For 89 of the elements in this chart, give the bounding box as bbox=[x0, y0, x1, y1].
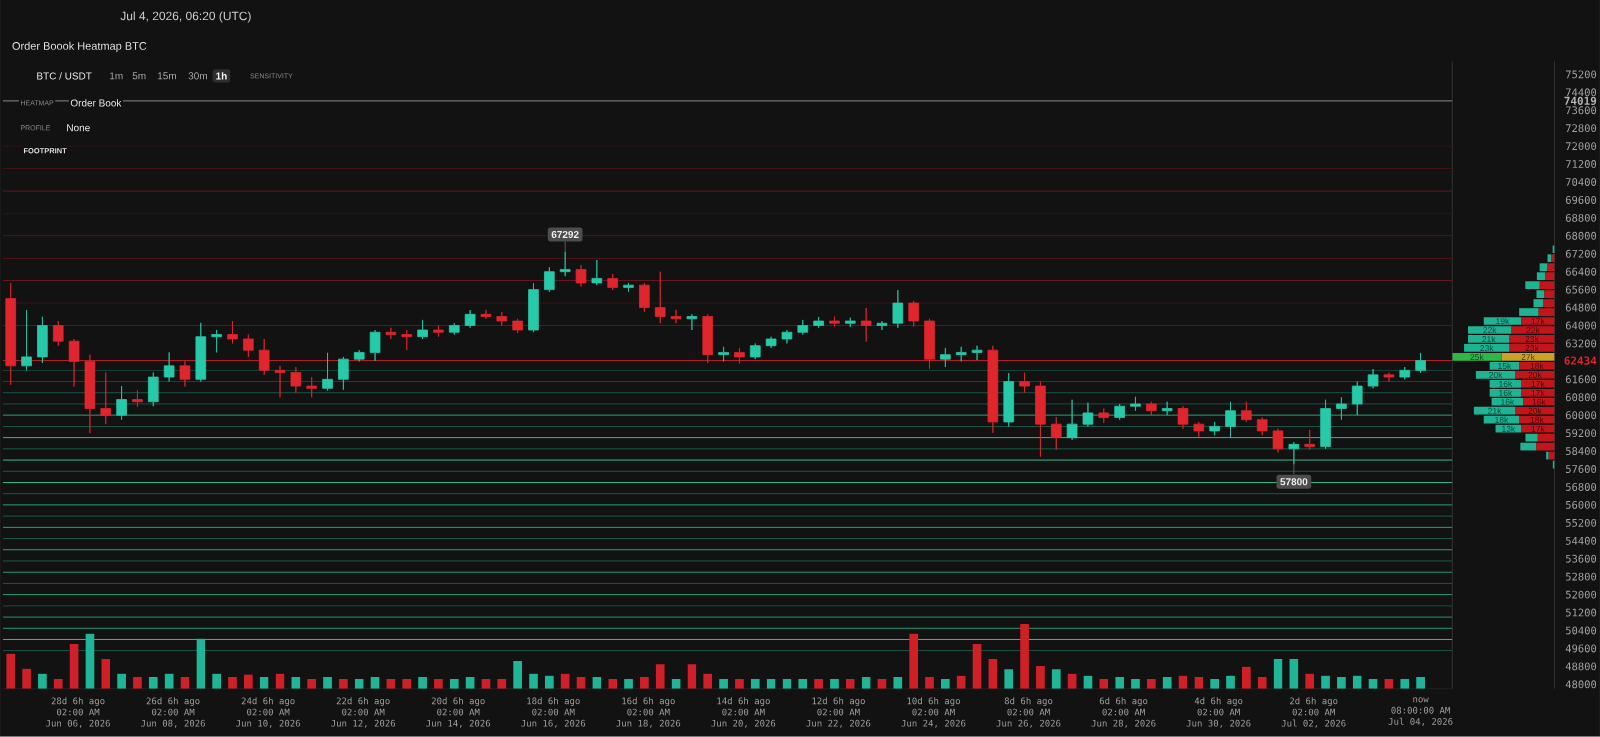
y-tick-label: 72800 bbox=[1565, 124, 1597, 133]
data-label: 20k bbox=[1528, 407, 1542, 414]
data-label: 22k bbox=[1526, 327, 1540, 334]
data-label: 22k bbox=[1483, 327, 1497, 334]
x-tick-label: 26d 6h ago 02:00 AM Jun 08, 2026 bbox=[141, 697, 205, 728]
x-tick-label: 20d 6h ago 02:00 AM Jun 14, 2026 bbox=[426, 697, 491, 728]
annotation: Order Book bbox=[70, 99, 122, 107]
data-label: 18k bbox=[1530, 362, 1544, 370]
annotation: 15m bbox=[158, 72, 176, 80]
data-label: 23k bbox=[1480, 344, 1494, 352]
y-tick-label: 63200 bbox=[1565, 339, 1597, 348]
y-tick-label: 48800 bbox=[1565, 662, 1597, 671]
x-tick-label: 28d 6h ago 02:00 AM Jun 06, 2026 bbox=[46, 697, 110, 728]
text: Jul 4, 2026, 06:20 (UTC) bbox=[120, 11, 251, 23]
y-tick-label: 64000 bbox=[1565, 321, 1597, 330]
y-tick-label: 60800 bbox=[1565, 393, 1597, 402]
data-label: 23k bbox=[1525, 344, 1539, 352]
y-tick-label: 71200 bbox=[1565, 160, 1597, 169]
annotation: BTC / USDT bbox=[37, 72, 92, 80]
y-tick-label: 70400 bbox=[1565, 178, 1597, 187]
y-tick-label: 56000 bbox=[1565, 501, 1597, 509]
x-tick-label: 14d 6h ago 02:00 AM Jun 20, 2026 bbox=[711, 697, 776, 728]
y-tick-label: 49600 bbox=[1565, 644, 1597, 653]
y-tick-label: 55200 bbox=[1565, 519, 1597, 527]
annotation: 1h bbox=[216, 72, 227, 80]
y-tick-label: 58400 bbox=[1565, 447, 1597, 456]
data-label: 21k bbox=[1488, 407, 1502, 414]
data-label: 13k bbox=[1502, 425, 1516, 432]
y-tick-label: 57600 bbox=[1565, 465, 1597, 474]
y-tick-label: 65600 bbox=[1565, 285, 1597, 294]
y-tick-label: 67200 bbox=[1565, 249, 1597, 258]
data-label: 23k bbox=[1525, 335, 1539, 343]
data-label: 16k bbox=[1499, 380, 1513, 388]
y-tick-label: 52000 bbox=[1565, 590, 1597, 599]
y-tick-label: 56800 bbox=[1565, 483, 1597, 492]
chart-title: Order Boook Heatmap BTC bbox=[12, 41, 147, 53]
y-tick-label: 52800 bbox=[1565, 572, 1597, 581]
data-label: 19k bbox=[1496, 318, 1510, 325]
data-label: 21k bbox=[1482, 336, 1496, 343]
y-tick-label: 64800 bbox=[1565, 303, 1597, 312]
data-label: 16k bbox=[1532, 398, 1546, 405]
y-tick-label: 69600 bbox=[1565, 196, 1597, 205]
y-tick-label: 66400 bbox=[1565, 267, 1597, 276]
x-tick-label: 22d 6h ago 02:00 AM Jun 12, 2026 bbox=[331, 697, 396, 728]
data-label: 17k bbox=[1531, 425, 1545, 432]
x-tick-label: 8d 6h ago 02:00 AM Jun 26, 2026 bbox=[996, 697, 1061, 728]
data-label: 25k bbox=[1470, 353, 1484, 361]
y-tick-label: 53600 bbox=[1565, 554, 1597, 563]
annotation: None bbox=[67, 124, 90, 132]
x-tick-label: 4d 6h ago 02:00 AM Jun 30, 2026 bbox=[1186, 697, 1251, 728]
data-label: 17k bbox=[1531, 318, 1545, 325]
y-tick-label: 59200 bbox=[1565, 429, 1597, 438]
x-tick-label: now 08:00:00 AM Jul 04, 2026 bbox=[1388, 697, 1453, 727]
x-tick-label: 2d 6h ago 02:00 AM Jul 02, 2026 bbox=[1281, 697, 1346, 728]
x-tick-label: 12d 6h ago 02:00 AM Jun 22, 2026 bbox=[806, 697, 871, 728]
data-label: 16k bbox=[1501, 398, 1515, 405]
y-tick-label: 68800 bbox=[1565, 214, 1597, 222]
data-label: 27k bbox=[1521, 353, 1535, 361]
data-label: 18k bbox=[1495, 416, 1509, 423]
data-label: 18k bbox=[1530, 416, 1544, 423]
y-tick-label: 60000 bbox=[1565, 411, 1597, 420]
x-tick-label: 18d 6h ago 02:00 AM Jun 16, 2026 bbox=[521, 697, 586, 728]
y-tick-label: 72000 bbox=[1565, 142, 1597, 151]
data-label: 20k bbox=[1489, 371, 1503, 379]
annotation: 57800 bbox=[1280, 478, 1308, 486]
annotation: 30m bbox=[188, 72, 207, 80]
data-label: 16k bbox=[1499, 389, 1513, 397]
annotation: 67292 bbox=[551, 231, 579, 239]
y-tick-label: 75200 bbox=[1565, 70, 1597, 79]
data-label: 17k bbox=[1531, 389, 1545, 396]
data-label: 15k bbox=[1498, 362, 1512, 370]
y-tick-label: 74400 bbox=[1565, 88, 1597, 97]
x-tick-label: 24d 6h ago 02:00 AM Jun 10, 2026 bbox=[236, 697, 300, 728]
data-label: 20k bbox=[1528, 371, 1542, 379]
x-tick-label: 10d 6h ago 02:00 AM Jun 24, 2026 bbox=[901, 697, 966, 728]
y-tick-label: 54400 bbox=[1565, 536, 1597, 545]
data-label: 17k bbox=[1531, 380, 1545, 388]
x-tick-label: 16d 6h ago 02:00 AM Jun 18, 2026 bbox=[616, 697, 681, 728]
y-tick-label: 48000 bbox=[1565, 680, 1597, 689]
y-tick-label: 73600 bbox=[1565, 106, 1597, 115]
ref-line-label: 74019 bbox=[1564, 96, 1597, 106]
annotation: 1m bbox=[110, 72, 123, 80]
annotation: 5m bbox=[132, 72, 146, 80]
ref-line-label: 62434 bbox=[1564, 356, 1597, 365]
y-tick-label: 68000 bbox=[1565, 231, 1597, 240]
y-tick-label: 51200 bbox=[1565, 608, 1597, 617]
y-tick-label: 50400 bbox=[1565, 626, 1597, 635]
x-tick-label: 6d 6h ago 02:00 AM Jun 28, 2026 bbox=[1091, 697, 1156, 728]
y-tick-label: 61600 bbox=[1565, 375, 1597, 384]
